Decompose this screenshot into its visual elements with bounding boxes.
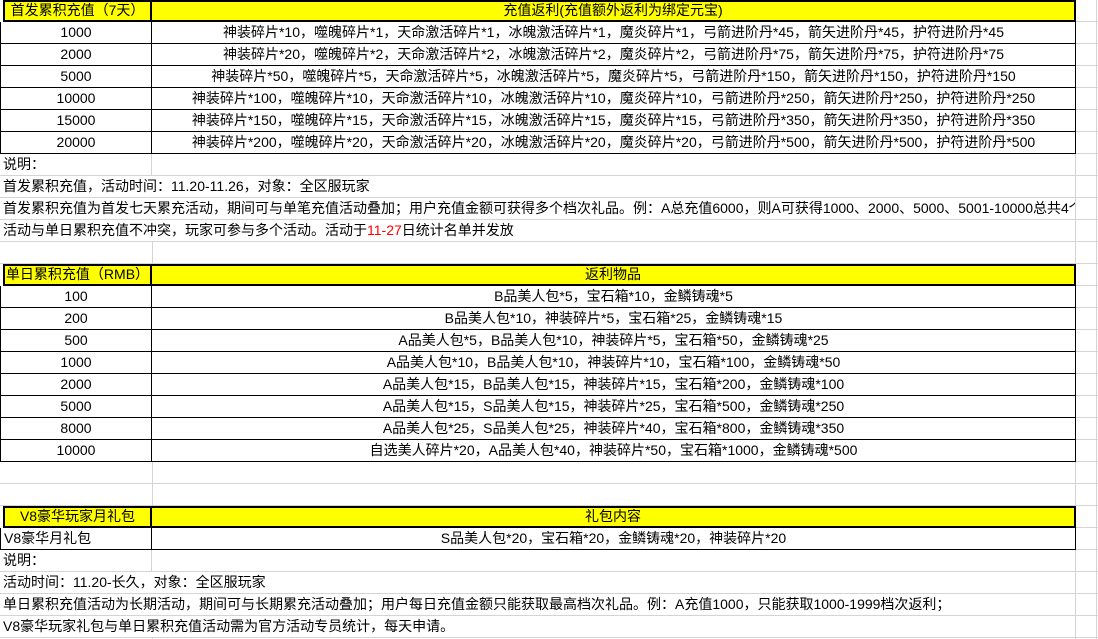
column-header-reward: 返利物品	[152, 264, 1076, 286]
v8-gift-table: V8豪华玩家月礼包 礼包内容 V8豪华月礼包 S品美人包*20，宝石箱*20，金…	[0, 506, 1076, 550]
reward-cell: A品美人包*5，B品美人包*10，神装碎片*5，宝石箱*50，金鳞铸魂*25	[152, 330, 1076, 352]
tier-cell: 20000	[0, 132, 152, 154]
note-line: V8豪华玩家礼包与单日累积充值活动需为官方活动专员统计，每天申请。	[0, 616, 1075, 638]
header-left-gap	[0, 0, 3, 22]
tier-cell: 8000	[0, 418, 152, 440]
table-row: 8000 A品美人包*25，S品美人包*25，神装碎片*40，宝石箱*800，金…	[0, 418, 1076, 440]
first-recharge-table: 首发累积充值（7天） 充值返利(充值额外返利为绑定元宝) 1000 神装碎片*1…	[0, 0, 1076, 154]
table-row: 10000 自选美人碎片*20，A品美人包*40，神装碎片*50，宝石箱*100…	[0, 440, 1076, 462]
reward-cell: B品美人包*5，宝石箱*10，金鳞铸魂*5	[152, 286, 1076, 308]
table-row: 5000 A品美人包*15，S品美人包*15，神装碎片*25，宝石箱*500，金…	[0, 396, 1076, 418]
gift-content-cell: S品美人包*20，宝石箱*20，金鳞铸魂*20，神装碎片*20	[152, 528, 1076, 550]
reward-cell: 神装碎片*50，噬魄碎片*5，天命激活碎片*5，冰魄激活碎片*5，魔炎碎片*5，…	[152, 66, 1076, 88]
table-row: 1000 A品美人包*10，B品美人包*10，神装碎片*10，宝石箱*100，金…	[0, 352, 1076, 374]
note-text: 日统计名单并发放	[401, 222, 514, 238]
reward-cell: A品美人包*10，B品美人包*10，神装碎片*10，宝石箱*100，金鳞铸魂*5…	[152, 352, 1076, 374]
daily-recharge-header-row: 单日累积充值（RMB） 返利物品	[0, 264, 1076, 286]
note-line: 单日累积充值活动为长期活动，期间可与长期累充活动叠加；用户每日充值金额只能获取最…	[0, 594, 1075, 616]
note-label-row: 说明：	[0, 154, 1075, 176]
reward-cell: A品美人包*15，B品美人包*15，神装碎片*15，宝石箱*200，金鳞铸魂*1…	[152, 374, 1076, 396]
note-text: 活动与单日累积充值不冲突，玩家可参与多个活动。活动于	[3, 222, 367, 238]
reward-cell: 神装碎片*10，噬魄碎片*1，天命激活碎片*1，冰魄激活碎片*1，魔炎碎片*1，…	[152, 22, 1076, 44]
tier-cell: 2000	[0, 374, 152, 396]
note-line: 活动与单日累积充值不冲突，玩家可参与多个活动。活动于11-27日统计名单并发放	[0, 220, 1075, 242]
header-left-gap	[0, 506, 3, 528]
reward-cell: B品美人包*10，神装碎片*5，宝石箱*25，金鳞铸魂*15	[152, 308, 1076, 330]
note-label: 说明：	[0, 550, 152, 571]
table-row: 5000 神装碎片*50，噬魄碎片*5，天命激活碎片*5，冰魄激活碎片*5，魔炎…	[0, 66, 1076, 88]
v8-notes-section: 说明： 活动时间：11.20-长久，对象：全区服玩家 单日累积充值活动为长期活动…	[0, 550, 1075, 638]
reward-cell: 神装碎片*100，噬魄碎片*10，天命激活碎片*10，冰魄激活碎片*10，魔炎碎…	[152, 88, 1076, 110]
first-notes-section: 说明： 首发累积充值，活动时间：11.20-11.26，对象：全区服玩家 首发累…	[0, 154, 1075, 242]
column-header-gift-name: V8豪华玩家月礼包	[3, 506, 152, 528]
tier-cell: 10000	[0, 440, 152, 462]
reward-cell: 神装碎片*20，噬魄碎片*2，天命激活碎片*2，冰魄激活碎片*2，魔炎碎片*2，…	[152, 44, 1076, 66]
note-date-highlight: 11-27	[367, 222, 402, 238]
header-left-gap	[0, 264, 3, 286]
reward-cell: 神装碎片*150，噬魄碎片*15，天命激活碎片*15，冰魄激活碎片*15，魔炎碎…	[152, 110, 1076, 132]
tier-cell: 10000	[0, 88, 152, 110]
table-row: 100 B品美人包*5，宝石箱*10，金鳞铸魂*5	[0, 286, 1076, 308]
column-header-tier: 首发累积充值（7天）	[3, 0, 152, 22]
column-header-tier: 单日累积充值（RMB）	[3, 264, 152, 286]
reward-cell: 自选美人碎片*20，A品美人包*40，神装碎片*50，宝石箱*1000，金鳞铸魂…	[152, 440, 1076, 462]
first-recharge-header-row: 首发累积充值（7天） 充值返利(充值额外返利为绑定元宝)	[0, 0, 1076, 22]
table-row: 15000 神装碎片*150，噬魄碎片*15，天命激活碎片*15，冰魄激活碎片*…	[0, 110, 1076, 132]
table-row: 20000 神装碎片*200，噬魄碎片*20，天命激活碎片*20，冰魄激活碎片*…	[0, 132, 1076, 154]
tier-cell: 2000	[0, 44, 152, 66]
column-header-reward: 充值返利(充值额外返利为绑定元宝)	[152, 0, 1076, 22]
note-line: 首发累积充值，活动时间：11.20-11.26，对象：全区服玩家	[0, 176, 1075, 198]
tier-cell: 5000	[0, 396, 152, 418]
tier-cell: 15000	[0, 110, 152, 132]
daily-recharge-table: 单日累积充值（RMB） 返利物品 100 B品美人包*5，宝石箱*10，金鳞铸魂…	[0, 264, 1076, 462]
table-row: V8豪华月礼包 S品美人包*20，宝石箱*20，金鳞铸魂*20，神装碎片*20	[0, 528, 1076, 550]
tier-cell: 1000	[0, 22, 152, 44]
table-row: 500 A品美人包*5，B品美人包*10，神装碎片*5，宝石箱*50，金鳞铸魂*…	[0, 330, 1076, 352]
tier-cell: 1000	[0, 352, 152, 374]
table-row: 200 B品美人包*10，神装碎片*5，宝石箱*25，金鳞铸魂*15	[0, 308, 1076, 330]
note-label-row: 说明：	[0, 550, 1075, 572]
table-row: 2000 A品美人包*15，B品美人包*15，神装碎片*15，宝石箱*200，金…	[0, 374, 1076, 396]
tier-cell: 200	[0, 308, 152, 330]
empty-cell	[152, 154, 1075, 175]
table-row: 2000 神装碎片*20，噬魄碎片*2，天命激活碎片*2，冰魄激活碎片*2，魔炎…	[0, 44, 1076, 66]
note-line: 首发累积充值为首发七天累充活动，期间可与单笔充值活动叠加；用户充值金额可获得多个…	[0, 198, 1075, 220]
gift-name-cell: V8豪华月礼包	[0, 528, 152, 550]
table-row: 10000 神装碎片*100，噬魄碎片*10，天命激活碎片*10，冰魄激活碎片*…	[0, 88, 1076, 110]
table-row: 1000 神装碎片*10，噬魄碎片*1，天命激活碎片*1，冰魄激活碎片*1，魔炎…	[0, 22, 1076, 44]
v8-gift-header-row: V8豪华玩家月礼包 礼包内容	[0, 506, 1076, 528]
reward-cell: A品美人包*25，S品美人包*25，神装碎片*40，宝石箱*800，金鳞铸魂*3…	[152, 418, 1076, 440]
note-label: 说明：	[0, 154, 152, 175]
reward-cell: A品美人包*15，S品美人包*15，神装碎片*25，宝石箱*500，金鳞铸魂*2…	[152, 396, 1076, 418]
column-header-gift-content: 礼包内容	[152, 506, 1076, 528]
tier-cell: 500	[0, 330, 152, 352]
tier-cell: 5000	[0, 66, 152, 88]
note-line: 活动时间：11.20-长久，对象：全区服玩家	[0, 572, 1075, 594]
tier-cell: 100	[0, 286, 152, 308]
empty-cell	[152, 550, 1075, 571]
reward-cell: 神装碎片*200，噬魄碎片*20，天命激活碎片*20，冰魄激活碎片*20，魔炎碎…	[152, 132, 1076, 154]
